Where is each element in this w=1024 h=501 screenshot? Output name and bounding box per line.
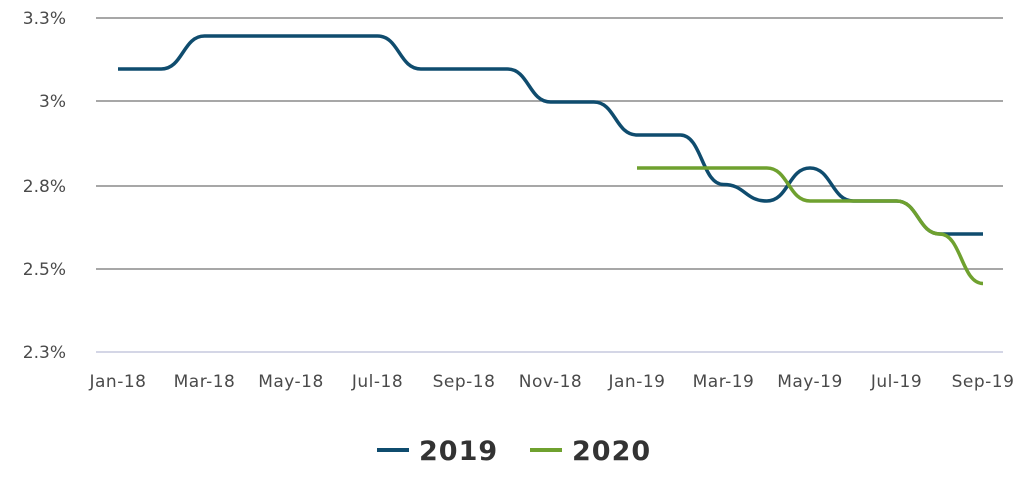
legend-label-2019: 2019 bbox=[419, 436, 498, 467]
x-tick-label: Jul-19 bbox=[870, 372, 922, 392]
legend: 2019 2020 bbox=[377, 436, 651, 467]
series-line-2019 bbox=[118, 34, 983, 236]
x-tick-label: May-19 bbox=[777, 372, 843, 392]
x-tick-label: Mar-18 bbox=[174, 372, 236, 392]
y-tick-label: 2.8% bbox=[23, 177, 66, 197]
grid-lines bbox=[96, 17, 1003, 353]
y-tick-label: 2.3% bbox=[23, 343, 66, 363]
x-tick-label: Jul-18 bbox=[351, 372, 403, 392]
x-tick-label: Sep-18 bbox=[433, 372, 496, 392]
y-tick-label: 3.3% bbox=[23, 9, 66, 29]
x-tick-label: Sep-19 bbox=[952, 372, 1015, 392]
x-tick-label: Jan-19 bbox=[608, 372, 666, 392]
x-axis-ticks: Jan-18 Mar-18 May-18 Jul-18 Sep-18 Nov-18 Jan-… bbox=[89, 372, 1015, 392]
series-line-2020 bbox=[637, 166, 984, 286]
x-tick-label: Nov-18 bbox=[519, 372, 583, 392]
y-axis-ticks: 3.3% 3% 2.8% 2.5% 2.3% bbox=[23, 9, 66, 363]
x-tick-label: Mar-19 bbox=[693, 372, 755, 392]
x-tick-label: Jan-18 bbox=[89, 372, 147, 392]
y-tick-label: 2.5% bbox=[23, 260, 66, 280]
series-lines bbox=[118, 34, 984, 286]
x-tick-label: May-18 bbox=[258, 372, 324, 392]
legend-label-2020: 2020 bbox=[572, 436, 651, 467]
y-tick-label: 3% bbox=[39, 92, 66, 112]
